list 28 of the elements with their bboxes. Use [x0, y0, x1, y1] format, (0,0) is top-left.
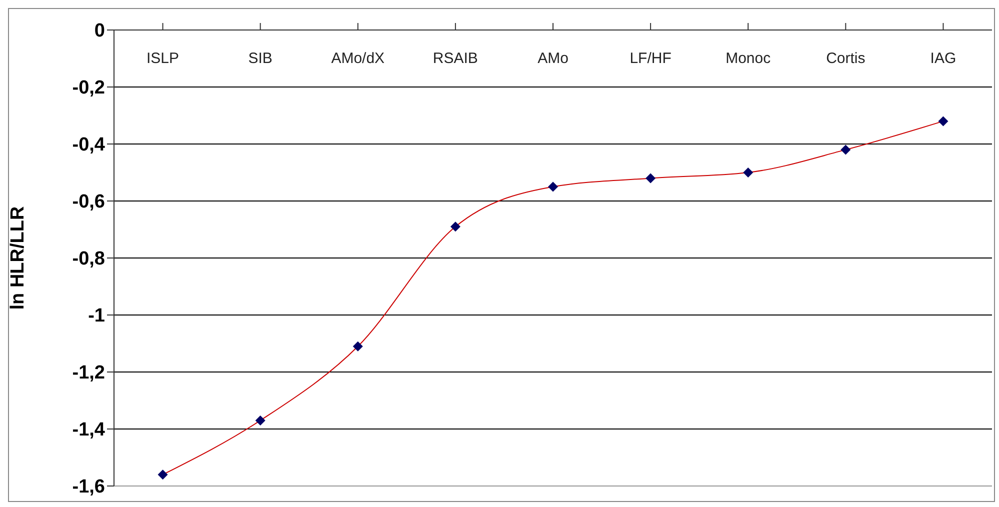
- y-tick-label: -1,2: [72, 362, 105, 384]
- point: [158, 470, 168, 480]
- y-tick-label: -1: [88, 306, 106, 327]
- point: [743, 168, 754, 178]
- point: [938, 116, 948, 126]
- x-tick-label: LF/HF: [630, 50, 672, 67]
- y-tick-label: -0,4: [72, 134, 106, 156]
- y-axis-title: ln HLR/LLR: [8, 206, 29, 310]
- x-tick-label: ISLP: [146, 50, 180, 67]
- x-tick-label: IAG: [930, 50, 956, 67]
- point: [548, 182, 558, 192]
- x-tick-label: Monoc: [726, 50, 772, 67]
- x-tick-label: RSAIB: [432, 50, 478, 67]
- y-tick-label: -0,6: [72, 192, 105, 213]
- point: [352, 341, 363, 352]
- point: [646, 173, 656, 184]
- point: [450, 222, 460, 232]
- y-tick-label: -1,4: [72, 420, 106, 441]
- y-tick-label: -0,2: [72, 78, 105, 99]
- point: [840, 144, 851, 155]
- y-tick-label: -1,6: [72, 476, 105, 498]
- point: [255, 415, 266, 426]
- x-tick-label: SIB: [248, 50, 272, 67]
- x-tick-label: Cortis: [826, 50, 866, 67]
- y-tick-label: -0,8: [72, 248, 105, 270]
- y-tick-label: 0: [94, 20, 105, 42]
- x-tick-label: AMo/dX: [331, 50, 385, 67]
- x-tick-label: AMo: [538, 50, 568, 67]
